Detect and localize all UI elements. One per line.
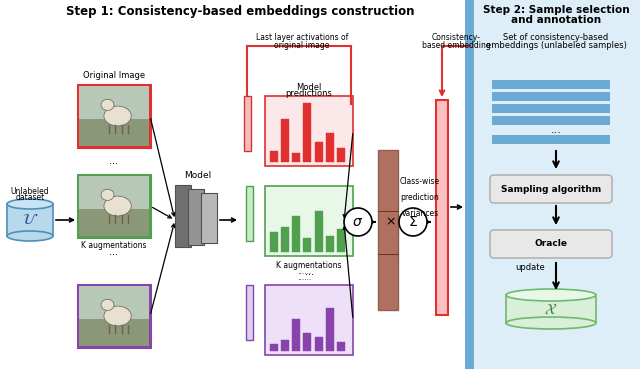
- Bar: [246, 186, 253, 241]
- Text: K augmentations: K augmentations: [81, 241, 147, 249]
- Bar: [270, 344, 278, 351]
- Text: Original Image: Original Image: [83, 72, 145, 80]
- Text: Sampling algorithm: Sampling algorithm: [501, 184, 601, 193]
- Bar: [79, 176, 149, 210]
- Bar: [303, 238, 312, 252]
- Bar: [326, 133, 333, 162]
- Ellipse shape: [7, 199, 53, 209]
- Bar: [492, 104, 610, 113]
- Bar: [265, 186, 353, 256]
- Ellipse shape: [506, 317, 596, 329]
- Text: Set of consistency-based: Set of consistency-based: [504, 34, 609, 42]
- Ellipse shape: [104, 306, 131, 326]
- Bar: [465, 0, 474, 369]
- Text: Oracle: Oracle: [534, 239, 568, 248]
- Bar: [281, 227, 289, 252]
- Text: and annotation: and annotation: [511, 15, 601, 25]
- Text: Consistency-: Consistency-: [431, 34, 481, 42]
- Text: prediction: prediction: [401, 193, 440, 203]
- Bar: [315, 142, 323, 162]
- Text: $\mathcal{X}$: $\mathcal{X}$: [545, 301, 557, 317]
- Bar: [337, 342, 345, 351]
- Bar: [326, 308, 333, 351]
- Bar: [292, 216, 300, 252]
- Bar: [506, 295, 596, 323]
- Text: embeddings (unlabeled samples): embeddings (unlabeled samples): [486, 41, 627, 51]
- Bar: [265, 96, 353, 166]
- Text: $\Sigma$: $\Sigma$: [408, 215, 418, 229]
- Bar: [78, 85, 150, 147]
- FancyBboxPatch shape: [490, 175, 612, 203]
- Text: Class-wise: Class-wise: [400, 177, 440, 186]
- Bar: [7, 204, 53, 236]
- Bar: [201, 193, 217, 243]
- Text: original image: original image: [275, 41, 330, 49]
- Bar: [326, 236, 333, 252]
- Bar: [175, 185, 191, 247]
- FancyBboxPatch shape: [490, 230, 612, 258]
- Ellipse shape: [344, 208, 372, 236]
- Ellipse shape: [101, 99, 114, 110]
- Bar: [315, 338, 323, 351]
- Text: based embedding: based embedding: [422, 41, 490, 49]
- Ellipse shape: [104, 196, 131, 216]
- Bar: [472, 0, 640, 369]
- Bar: [492, 80, 610, 89]
- Text: $\mathcal{U}$: $\mathcal{U}$: [22, 213, 38, 228]
- Ellipse shape: [7, 231, 53, 241]
- Ellipse shape: [101, 189, 114, 200]
- Text: $\sigma$: $\sigma$: [353, 215, 364, 229]
- Bar: [281, 340, 289, 351]
- Bar: [337, 148, 345, 162]
- Bar: [281, 119, 289, 162]
- Bar: [337, 230, 345, 252]
- Text: Model: Model: [184, 170, 212, 179]
- Bar: [270, 151, 278, 162]
- Bar: [378, 150, 398, 310]
- Text: Step 2: Sample selection: Step 2: Sample selection: [483, 5, 629, 15]
- Bar: [270, 232, 278, 252]
- Text: ......: ......: [297, 266, 311, 276]
- Bar: [79, 319, 149, 346]
- Text: predictions: predictions: [285, 89, 332, 97]
- Bar: [79, 86, 149, 120]
- Bar: [315, 211, 323, 252]
- Bar: [292, 320, 300, 351]
- Bar: [188, 189, 204, 245]
- Ellipse shape: [399, 208, 427, 236]
- Bar: [436, 100, 448, 315]
- Bar: [246, 285, 253, 340]
- Text: dataset: dataset: [15, 193, 45, 203]
- Text: update: update: [515, 263, 545, 272]
- Text: ...: ...: [550, 125, 561, 135]
- Text: ...: ...: [109, 247, 118, 257]
- Bar: [303, 103, 312, 162]
- Bar: [492, 116, 610, 125]
- Text: Last layer activations of: Last layer activations of: [256, 34, 348, 42]
- Text: Step 1: Consistency-based embeddings construction: Step 1: Consistency-based embeddings con…: [66, 6, 414, 18]
- Bar: [79, 286, 149, 320]
- Ellipse shape: [506, 289, 596, 301]
- Text: K augmentations: K augmentations: [276, 261, 342, 269]
- Bar: [265, 285, 353, 355]
- Bar: [78, 175, 150, 237]
- Text: Model: Model: [296, 83, 322, 92]
- Bar: [244, 96, 251, 151]
- Text: variances: variances: [401, 210, 438, 218]
- Text: ×: ×: [386, 215, 396, 228]
- Bar: [79, 209, 149, 237]
- Ellipse shape: [104, 106, 131, 126]
- Text: ......: ......: [297, 273, 311, 283]
- Bar: [79, 119, 149, 146]
- Text: ...: ...: [109, 156, 118, 166]
- Text: Unlabeled: Unlabeled: [11, 187, 49, 197]
- Bar: [492, 135, 610, 144]
- Bar: [292, 153, 300, 162]
- Bar: [492, 92, 610, 101]
- Text: ...: ...: [305, 267, 314, 277]
- Bar: [78, 285, 150, 347]
- Bar: [303, 333, 312, 351]
- Ellipse shape: [101, 299, 114, 310]
